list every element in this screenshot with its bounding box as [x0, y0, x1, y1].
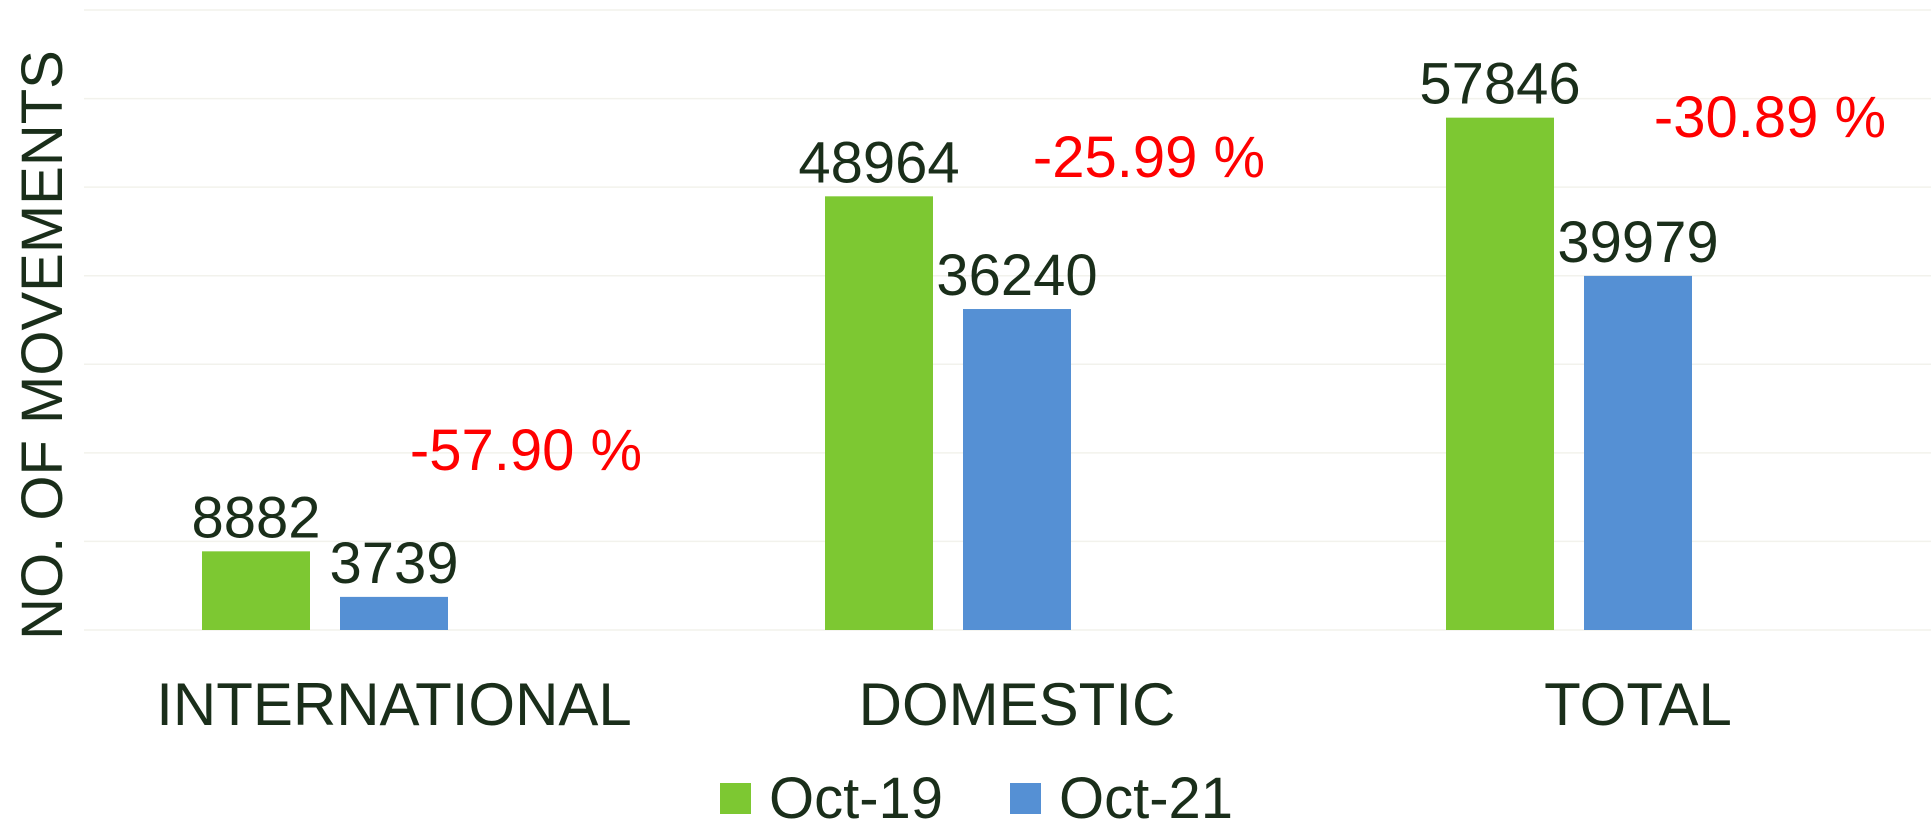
x-tick-label: INTERNATIONAL: [156, 671, 632, 738]
legend-swatch: [1010, 783, 1041, 814]
annotation: -30.89 %: [1654, 85, 1886, 150]
legend-label: Oct-19: [769, 766, 943, 825]
bar: [825, 196, 933, 631]
annotation: -57.90 %: [410, 418, 642, 483]
bar: [340, 596, 448, 630]
bar: [202, 551, 310, 630]
data-label: 39979: [1557, 210, 1718, 275]
x-tick-label: DOMESTIC: [859, 671, 1176, 738]
data-label: 36240: [936, 243, 1097, 308]
x-tick-label: TOTAL: [1544, 671, 1732, 738]
data-label: 3739: [329, 531, 458, 596]
y-axis-label: NO. OF MOVEMENTS: [10, 50, 75, 640]
bar: [1584, 275, 1692, 630]
data-label: 8882: [191, 485, 320, 550]
legend-swatch: [720, 783, 751, 814]
bar: [963, 309, 1071, 630]
data-label: 48964: [798, 130, 959, 195]
annotation: -25.99 %: [1033, 125, 1265, 190]
bar: [1446, 117, 1554, 630]
data-label: 57846: [1419, 52, 1580, 117]
legend-label: Oct-21: [1059, 766, 1233, 825]
